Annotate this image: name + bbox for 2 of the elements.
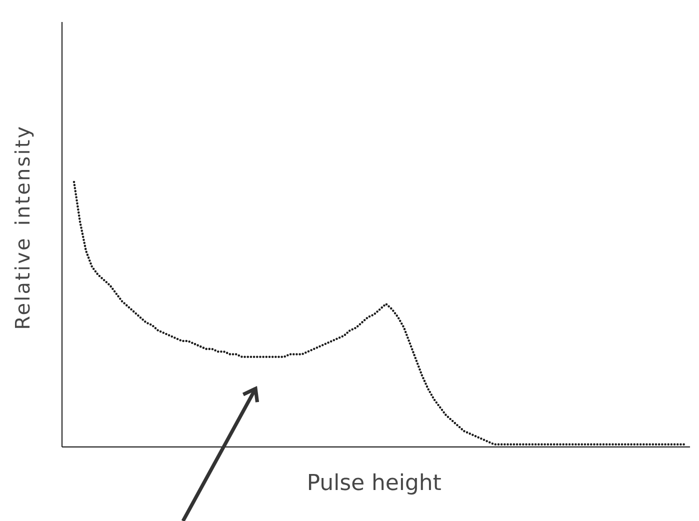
y-axis-title: Relative intensity (14, 127, 34, 328)
x-axis-title: Pulse height (309, 473, 441, 495)
